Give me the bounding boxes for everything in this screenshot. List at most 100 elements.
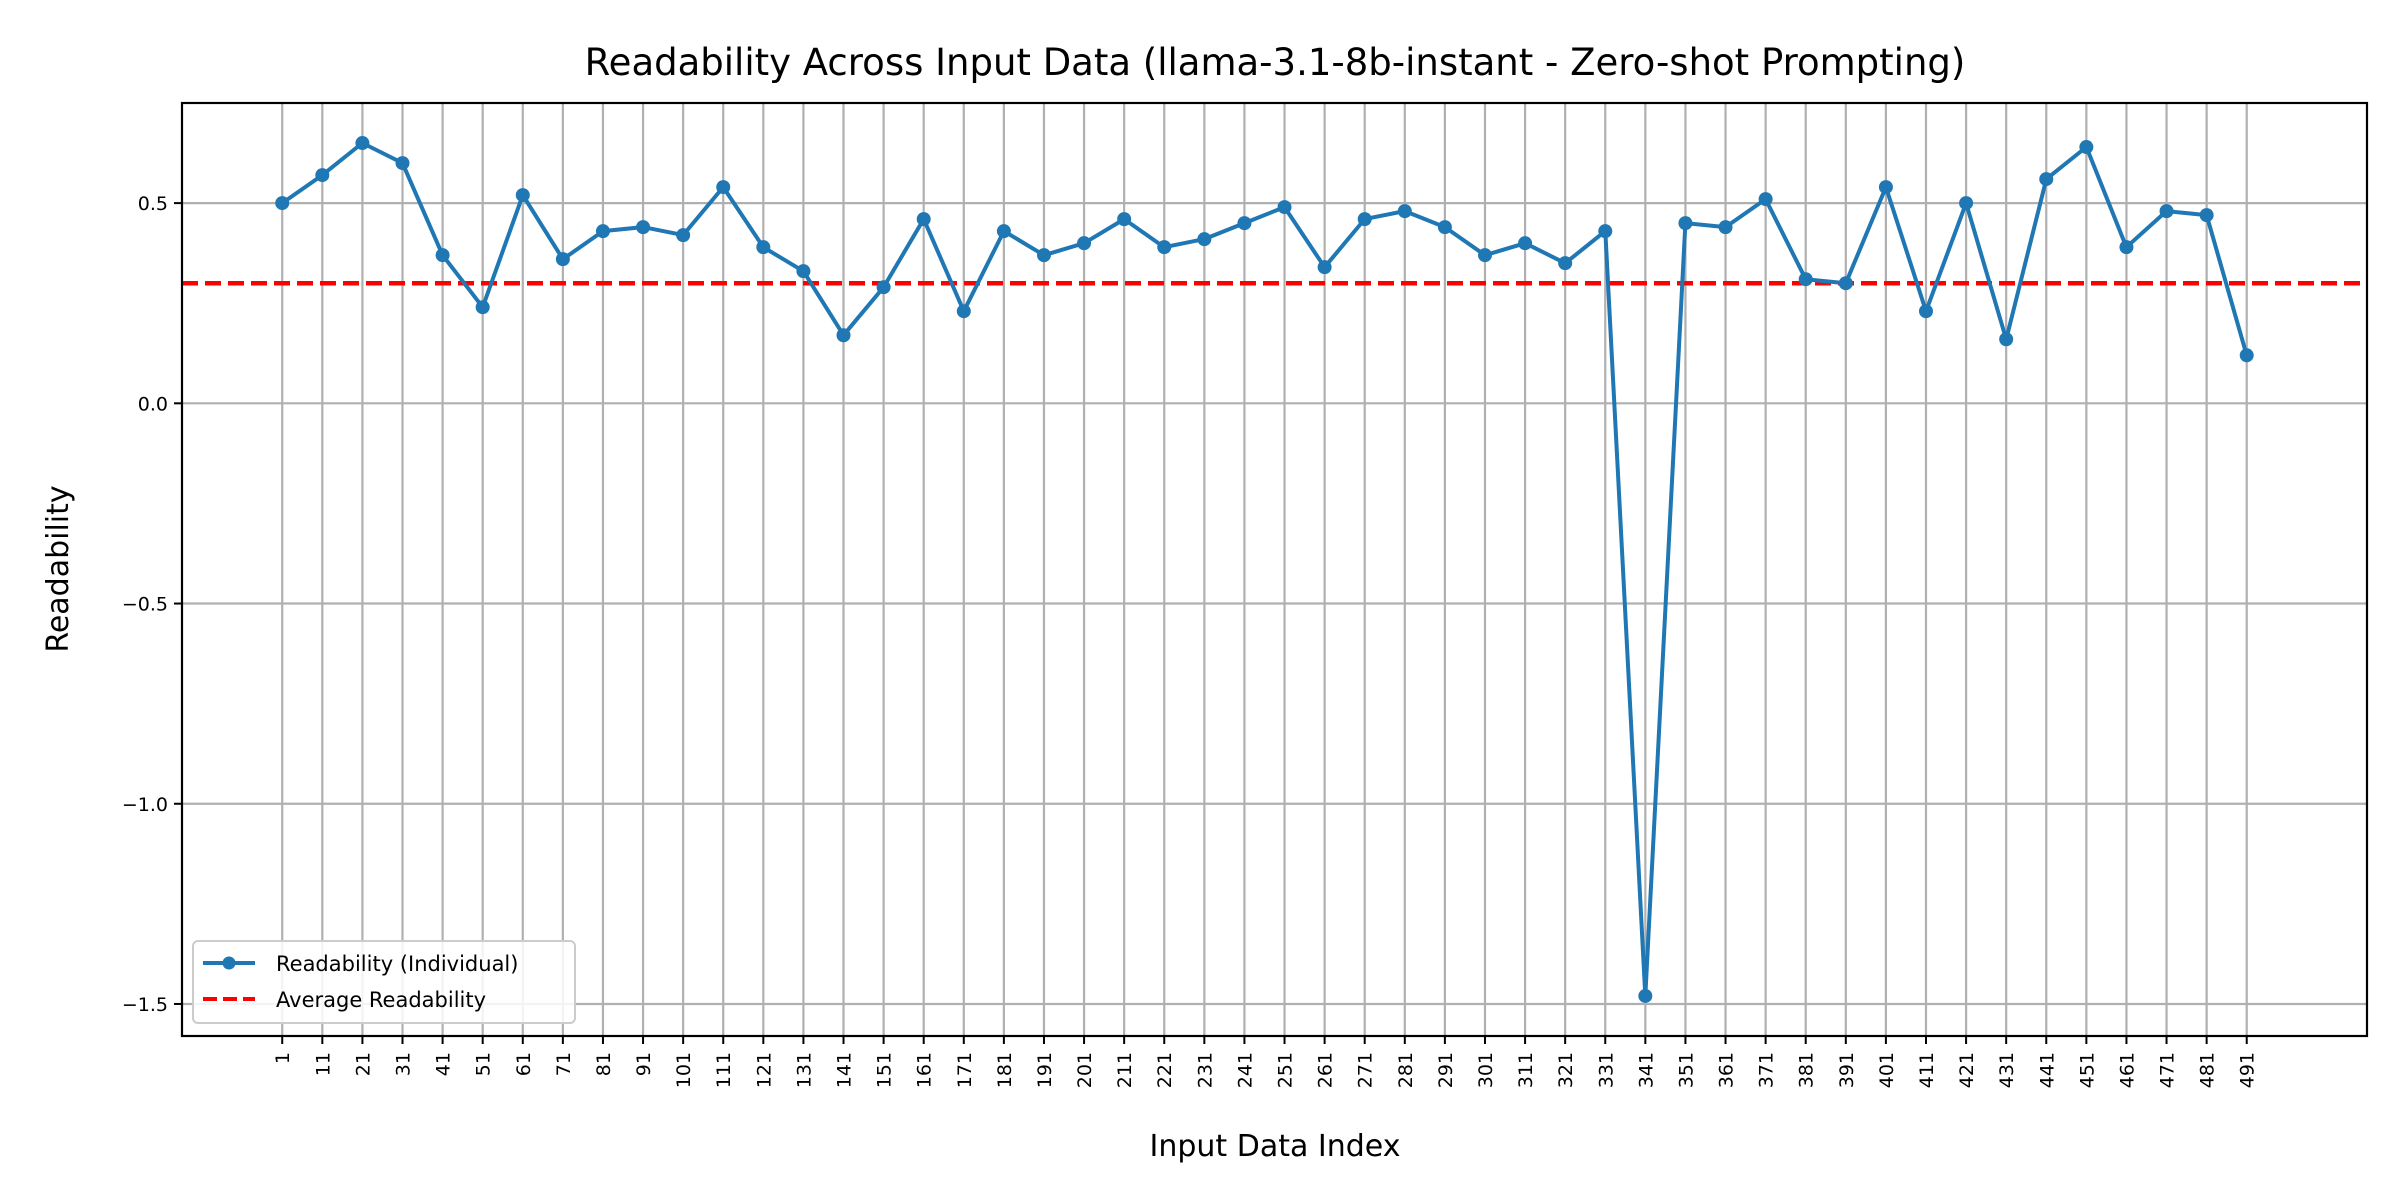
x-tick-label: 161	[914, 1052, 936, 1088]
readability-point	[796, 264, 811, 279]
x-tick-label: 391	[1836, 1052, 1858, 1088]
readability-point	[1317, 260, 1332, 275]
ticks: 1 11 21 31 41 51 61 71 81 91 101 111 121 131 141 151 161…	[122, 193, 2259, 1088]
x-tick-label: 121	[753, 1052, 775, 1088]
x-tick-label: 451	[2076, 1052, 2098, 1088]
readability-point	[1558, 256, 1573, 271]
x-tick-label: 401	[1876, 1052, 1898, 1088]
readability-point	[1477, 248, 1492, 263]
grid	[182, 103, 2367, 1036]
readability-point	[555, 252, 570, 267]
x-tick-label: 291	[1435, 1052, 1457, 1088]
y-tick-label: 0.0	[138, 393, 168, 415]
readability-point	[315, 168, 330, 183]
readability-point	[395, 156, 410, 171]
x-tick-label: 81	[593, 1052, 615, 1076]
readability-point	[1598, 224, 1613, 239]
readability-point	[595, 224, 610, 239]
x-tick-label: 431	[1996, 1052, 2018, 1088]
x-tick-label: 321	[1555, 1052, 1577, 1088]
readability-point	[2039, 172, 2054, 187]
x-tick-label: 421	[1956, 1052, 1978, 1088]
readability-point	[676, 228, 691, 243]
x-tick-label: 311	[1515, 1052, 1537, 1088]
x-tick-label: 11	[312, 1052, 334, 1076]
x-tick-label: 31	[393, 1052, 415, 1076]
readability-point	[2239, 348, 2254, 363]
readability-point	[2079, 140, 2094, 155]
x-tick-label: 141	[834, 1052, 856, 1088]
readability-point	[996, 224, 1011, 239]
x-tick-label: 331	[1595, 1052, 1617, 1088]
x-tick-label: 131	[793, 1052, 815, 1088]
x-tick-label: 441	[2036, 1052, 2058, 1088]
readability-point	[1678, 216, 1693, 231]
readability-point	[836, 328, 851, 343]
x-tick-label: 41	[433, 1052, 455, 1076]
x-tick-label: 301	[1475, 1052, 1497, 1088]
readability-point	[1157, 240, 1172, 255]
x-tick-label: 351	[1675, 1052, 1697, 1088]
readability-point	[515, 188, 530, 203]
x-tick-label: 171	[954, 1052, 976, 1088]
readability-point	[475, 300, 490, 315]
readability-point	[1798, 272, 1813, 287]
x-tick-label: 471	[2157, 1052, 2179, 1088]
readability-point	[1838, 276, 1853, 291]
readability-point	[876, 280, 891, 295]
x-tick-label: 381	[1796, 1052, 1818, 1088]
x-tick-label: 21	[352, 1052, 374, 1076]
legend-marker-individual	[222, 956, 236, 970]
x-tick-label: 241	[1234, 1052, 1256, 1088]
readability-point	[2199, 208, 2214, 223]
legend-label-individual: Readability (Individual)	[276, 952, 518, 976]
x-tick-label: 101	[673, 1052, 695, 1088]
readability-individual-line	[281, 141, 2249, 998]
x-tick-label: 51	[473, 1052, 495, 1076]
y-tick-label: 0.5	[138, 193, 168, 215]
x-tick-label: 491	[2237, 1052, 2259, 1088]
readability-point	[1277, 200, 1292, 215]
x-tick-label: 221	[1154, 1052, 1176, 1088]
x-tick-label: 251	[1275, 1052, 1297, 1088]
x-tick-label: 91	[633, 1052, 655, 1076]
y-tick-label: −1.5	[122, 994, 168, 1016]
readability-point	[1878, 180, 1893, 195]
readability-point	[1197, 232, 1212, 247]
readability-point	[1437, 220, 1452, 235]
x-tick-label: 71	[553, 1052, 575, 1076]
readability-point	[355, 136, 370, 151]
x-tick-label: 1	[272, 1052, 294, 1064]
y-axis-label: Readability	[41, 485, 76, 652]
readability-point	[1999, 332, 2014, 347]
x-tick-label: 461	[2116, 1052, 2138, 1088]
readability-point	[756, 240, 771, 255]
x-tick-label: 191	[1034, 1052, 1056, 1088]
x-tick-label: 411	[1916, 1052, 1938, 1088]
legend-label-average: Average Readability	[276, 988, 486, 1012]
x-tick-label: 211	[1114, 1052, 1136, 1088]
readability-point	[1518, 236, 1533, 251]
readability-point	[1758, 192, 1773, 207]
x-tick-label: 261	[1315, 1052, 1337, 1088]
readability-point	[1077, 236, 1092, 251]
readability-point	[2159, 204, 2174, 219]
readability-point	[636, 220, 651, 235]
readability-point	[1959, 196, 1974, 211]
x-tick-label: 371	[1756, 1052, 1778, 1088]
x-tick-label: 61	[513, 1052, 535, 1076]
x-tick-label: 271	[1355, 1052, 1377, 1088]
readability-point	[1397, 204, 1412, 219]
x-tick-label: 281	[1395, 1052, 1417, 1088]
x-tick-label: 341	[1635, 1052, 1657, 1088]
x-tick-label: 481	[2197, 1052, 2219, 1088]
readability-point	[956, 304, 971, 319]
x-tick-label: 361	[1716, 1052, 1738, 1088]
x-tick-label: 151	[874, 1052, 896, 1088]
x-tick-label: 231	[1194, 1052, 1216, 1088]
readability-point	[916, 212, 931, 227]
readability-point	[1237, 216, 1252, 231]
readability-point	[275, 196, 290, 211]
legend-box	[192, 940, 576, 1024]
legend: Readability (Individual) Average Readabi…	[192, 940, 576, 1024]
